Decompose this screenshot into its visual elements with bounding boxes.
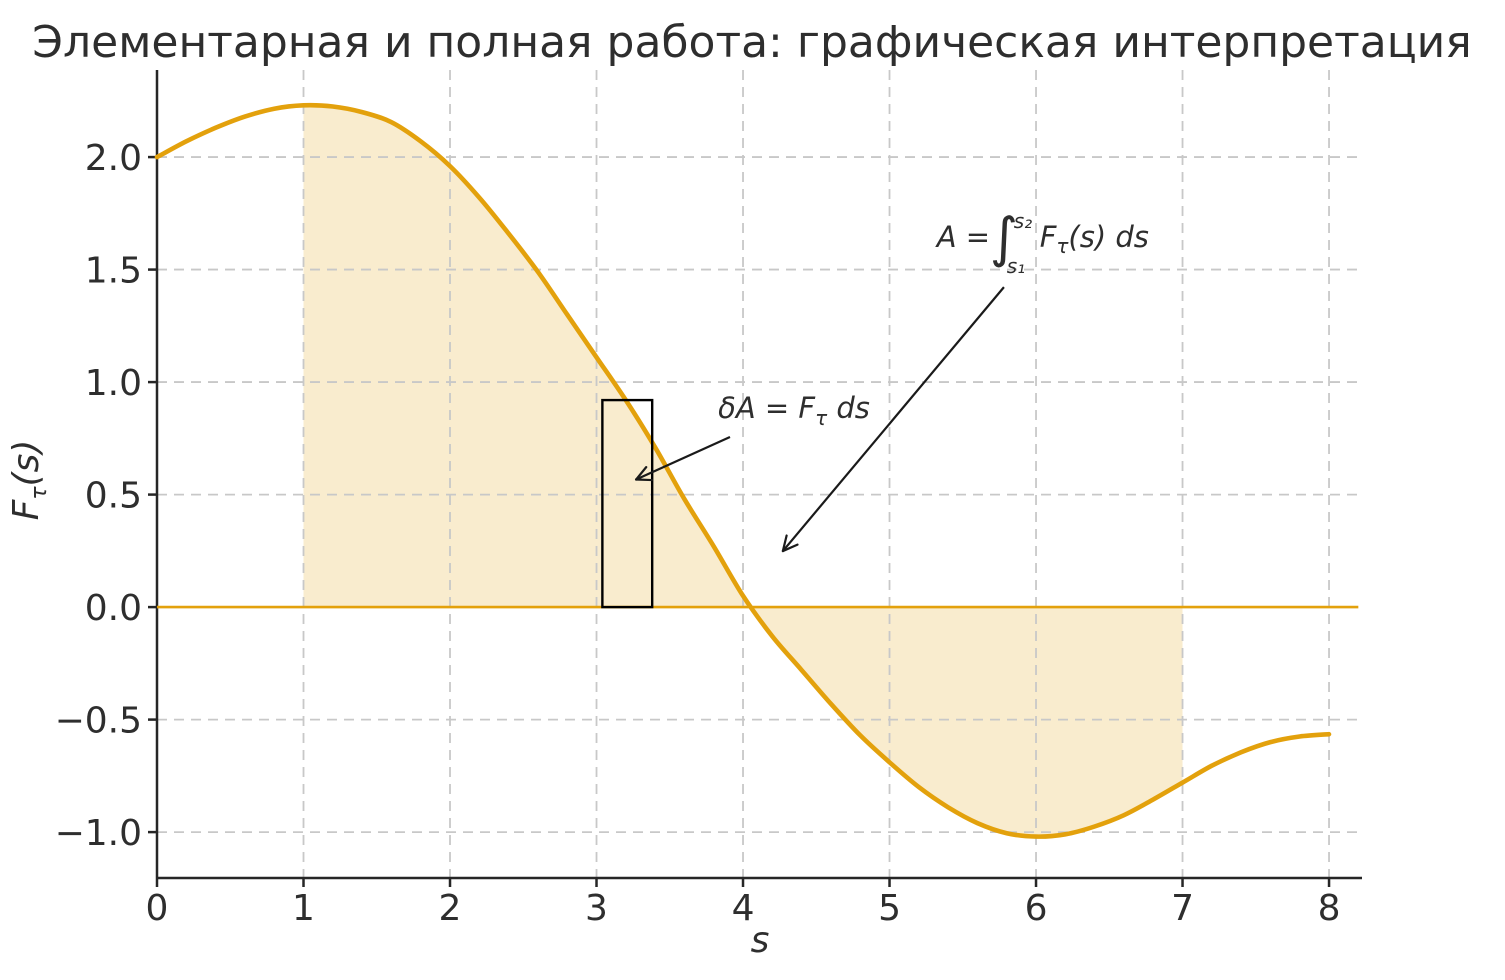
annotations-layer: δA = Fτ ds A = ∫s₂ s₁ Fτ(s) ds xyxy=(601,206,1149,609)
y-tick-label: 1.0 xyxy=(85,363,142,404)
y-tick-label: −1.0 xyxy=(55,813,142,854)
x-tick-label: 6 xyxy=(1025,888,1048,929)
force-curve xyxy=(154,102,1332,839)
arrow-head xyxy=(634,478,654,482)
x-tick-label: 8 xyxy=(1318,888,1341,929)
integral-sign: ∫ xyxy=(990,206,1018,269)
x-tick-label: 7 xyxy=(1171,888,1194,929)
x-axis-label: s xyxy=(751,920,770,961)
total-work-label-integrand: Fτ(s) ds xyxy=(1040,220,1149,258)
integral-lower-limit: s₁ xyxy=(1007,254,1025,278)
x-tick-label: 3 xyxy=(585,888,608,929)
arrow-head xyxy=(634,466,648,481)
x-tick-label: 5 xyxy=(878,888,901,929)
chart-title: Элементарная и полная работа: графическа… xyxy=(32,17,1471,68)
total-work-arrow xyxy=(781,286,1005,553)
x-tick-label: 2 xyxy=(439,888,462,929)
y-tick-label: 0.0 xyxy=(85,588,142,629)
x-tick-label: 4 xyxy=(732,888,755,929)
axes-layer: 0 1 2 3 4 5 6 7 8 −1.0 −0.5 0.0 0.5 1.0 1.5 2.0 xyxy=(55,70,1362,929)
total-work-label: A = ∫s₂ s₁ Fτ(s) ds xyxy=(935,206,1149,278)
x-tick-label: 0 xyxy=(146,888,169,929)
elementary-work-arrow xyxy=(634,435,731,482)
elementary-work-label: δA = Fτ ds xyxy=(718,391,870,430)
y-axis-label: Fτ(s) xyxy=(6,440,52,521)
arrow-head xyxy=(781,534,788,553)
work-area-fill-layer xyxy=(303,105,1183,837)
arrow-shaft xyxy=(782,286,1005,552)
curve-layer xyxy=(154,102,1359,839)
y-tick-label: 1.5 xyxy=(85,251,142,292)
delta-work-rectangle xyxy=(601,398,654,609)
integral-upper-limit: s₂ xyxy=(1014,209,1032,233)
arrow-shaft xyxy=(635,435,731,481)
y-tick-label: −0.5 xyxy=(55,701,142,742)
y-tick-label: 0.5 xyxy=(85,476,142,517)
x-tick-label: 1 xyxy=(292,888,315,929)
y-tick-label: 2.0 xyxy=(85,138,142,179)
arrow-head xyxy=(781,543,799,553)
work-area-fill xyxy=(303,105,1183,837)
total-work-label-prefix: A = xyxy=(935,220,990,254)
